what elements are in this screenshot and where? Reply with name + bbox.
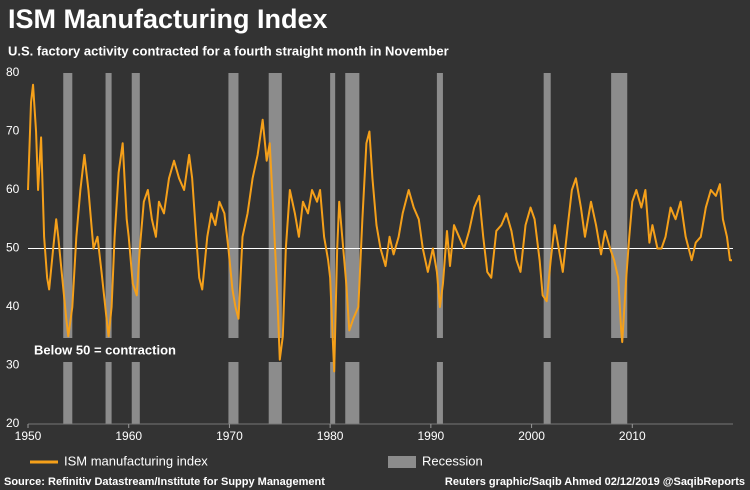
recession-band: [131, 73, 140, 338]
recession-band: [436, 73, 443, 338]
x-tick-label: 2000: [518, 429, 545, 443]
recession-band: [105, 73, 112, 338]
recession-band: [345, 73, 360, 338]
y-tick-label: 60: [6, 182, 20, 196]
y-tick-label: 30: [6, 358, 20, 372]
chart-title: ISM Manufacturing Index: [8, 4, 328, 34]
recession-band: [611, 73, 628, 338]
legend-label: Recession: [422, 453, 483, 468]
y-tick-label: 80: [6, 65, 20, 79]
recession-band: [268, 73, 282, 338]
y-tick-label: 20: [6, 416, 20, 430]
recession-band: [63, 362, 73, 424]
recession-band: [543, 73, 551, 338]
recession-band: [105, 362, 112, 424]
recession-band: [268, 362, 282, 424]
legend-recession-swatch: [388, 456, 416, 468]
y-tick-label: 40: [6, 299, 20, 313]
y-tick-label: 70: [6, 124, 20, 138]
x-tick-label: 1980: [317, 429, 344, 443]
chart-subtitle: U.S. factory activity contracted for a f…: [8, 43, 449, 58]
source: Source: Refinitiv Datastream/Institute f…: [4, 476, 325, 488]
series-line: [27, 83, 732, 373]
recession-band: [543, 362, 551, 424]
x-tick-label: 1970: [216, 429, 243, 443]
recession-band: [436, 362, 443, 424]
x-tick-label: 2010: [619, 429, 646, 443]
recession-band: [345, 362, 360, 424]
recession-band: [330, 362, 336, 424]
x-tick-label: 1990: [418, 429, 445, 443]
recession-band: [330, 73, 336, 338]
credit: Reuters graphic/Saqib Ahmed 02/12/2019 @…: [445, 476, 745, 488]
recession-band: [63, 73, 73, 338]
recession-band: [228, 362, 239, 424]
recession-band: [611, 362, 628, 424]
x-tick-label: 1960: [115, 429, 142, 443]
y-tick-label: 50: [6, 241, 20, 255]
recession-band: [228, 73, 239, 338]
recession-band: [131, 362, 140, 424]
x-tick-label: 1950: [15, 429, 42, 443]
legend-label: ISM manufacturing index: [64, 453, 208, 468]
annotation: Below 50 = contraction: [34, 342, 176, 357]
